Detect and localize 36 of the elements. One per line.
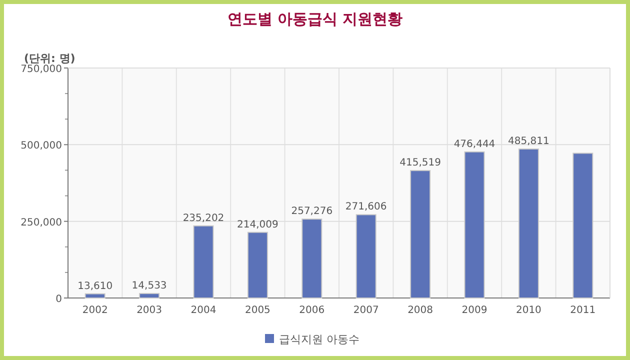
data-label: 14,533 <box>132 280 167 292</box>
x-tick-label: 2004 <box>190 305 216 316</box>
bar <box>356 214 376 298</box>
bar <box>464 151 485 298</box>
data-label: 13,610 <box>78 280 113 292</box>
bar <box>518 148 539 298</box>
y-tick-label: 750,000 <box>20 64 62 75</box>
bar <box>139 293 160 298</box>
x-tick-label: 2009 <box>462 305 488 316</box>
data-label: 214,009 <box>237 219 278 230</box>
data-label: 271,606 <box>345 202 387 213</box>
y-tick-label: 0 <box>56 294 62 305</box>
legend-label: 급식지원 아동수 <box>279 333 360 346</box>
data-label: 235,202 <box>182 212 224 224</box>
bar <box>302 218 322 298</box>
y-axis-title: (단위: 명) <box>24 52 76 65</box>
x-tick-label: 2006 <box>299 305 325 316</box>
x-tick-label: 2008 <box>408 305 434 316</box>
data-label: 415,519 <box>400 158 441 169</box>
x-tick-label: 2003 <box>136 305 162 316</box>
x-tick-label: 2002 <box>82 305 108 316</box>
y-tick-label: 250,000 <box>20 217 62 228</box>
bar <box>410 170 431 298</box>
y-tick-label: 500,000 <box>20 140 62 152</box>
x-tick-label: 2005 <box>244 305 270 316</box>
bar <box>572 152 594 298</box>
data-label: 476,444 <box>454 138 496 150</box>
bar <box>247 232 268 298</box>
bar <box>193 225 214 298</box>
x-tick-label: 2011 <box>570 305 596 316</box>
data-label: 257,276 <box>291 206 333 218</box>
x-tick-label: 2007 <box>353 305 379 316</box>
data-label: 485,811 <box>508 136 550 148</box>
bar <box>84 293 106 298</box>
chart-title: 연도별 아동급식 지원현황 <box>227 10 403 28</box>
x-tick-label: 2010 <box>516 305 542 316</box>
